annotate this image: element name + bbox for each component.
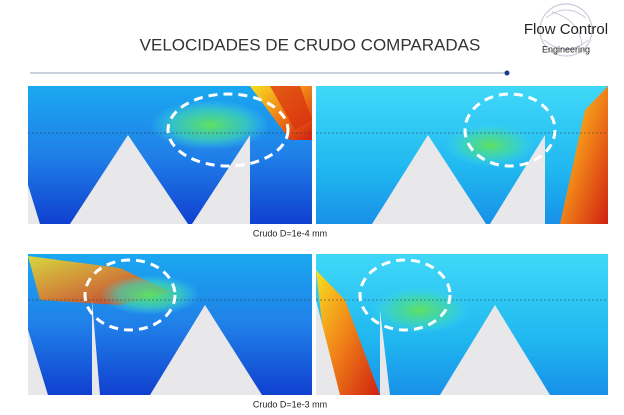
- logo: Flow Control Engineering: [524, 3, 608, 57]
- simulation-image: [316, 86, 608, 224]
- simulation-image: [316, 254, 608, 395]
- caption: Crudo D=1e-4 mm: [253, 228, 327, 238]
- caption: Crudo D=1e-3 mm: [253, 399, 327, 409]
- rule-dot: [504, 70, 510, 76]
- simulation-image: [28, 86, 312, 224]
- simulation-image: [28, 254, 312, 395]
- logo-name: Flow Control: [524, 21, 608, 38]
- logo-tagline: Engineering: [542, 44, 590, 54]
- slide-title: VELOCIDADES DE CRUDO COMPARADAS: [140, 35, 481, 54]
